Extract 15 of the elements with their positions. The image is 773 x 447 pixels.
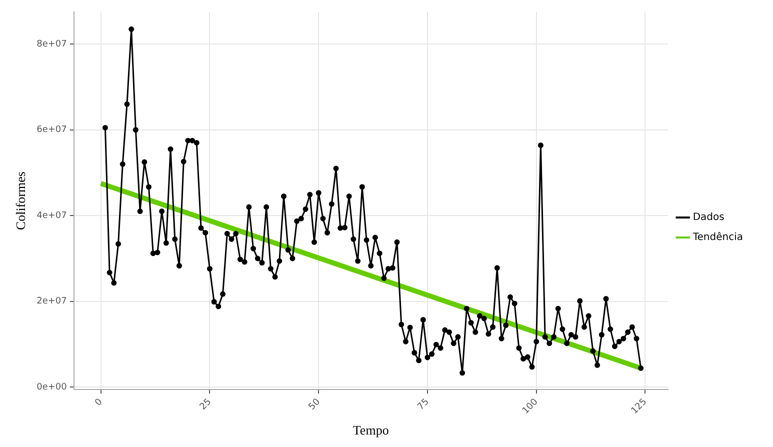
y-tick-label: 4e+07 xyxy=(36,210,67,221)
y-tick-label: 8e+07 xyxy=(36,39,67,50)
x-tick-label: 50 xyxy=(307,396,323,412)
legend-label: Tendência xyxy=(692,232,744,244)
x-axis-title: Tempo xyxy=(352,422,389,438)
y-axis-title: Coliformes xyxy=(13,172,28,230)
x-tick-label: 75 xyxy=(416,397,432,412)
x-tick-label: 0 xyxy=(94,396,105,408)
x-tick-label: 25 xyxy=(198,397,214,412)
y-tick-label: 2e+07 xyxy=(36,296,67,307)
y-tick-label: 0e+00 xyxy=(36,382,68,392)
legend-label: Dados xyxy=(692,212,724,224)
x-tick-label: 125 xyxy=(630,397,649,416)
y-tick-label: 6e+07 xyxy=(36,125,67,136)
x-tick-label: 100 xyxy=(520,396,540,416)
